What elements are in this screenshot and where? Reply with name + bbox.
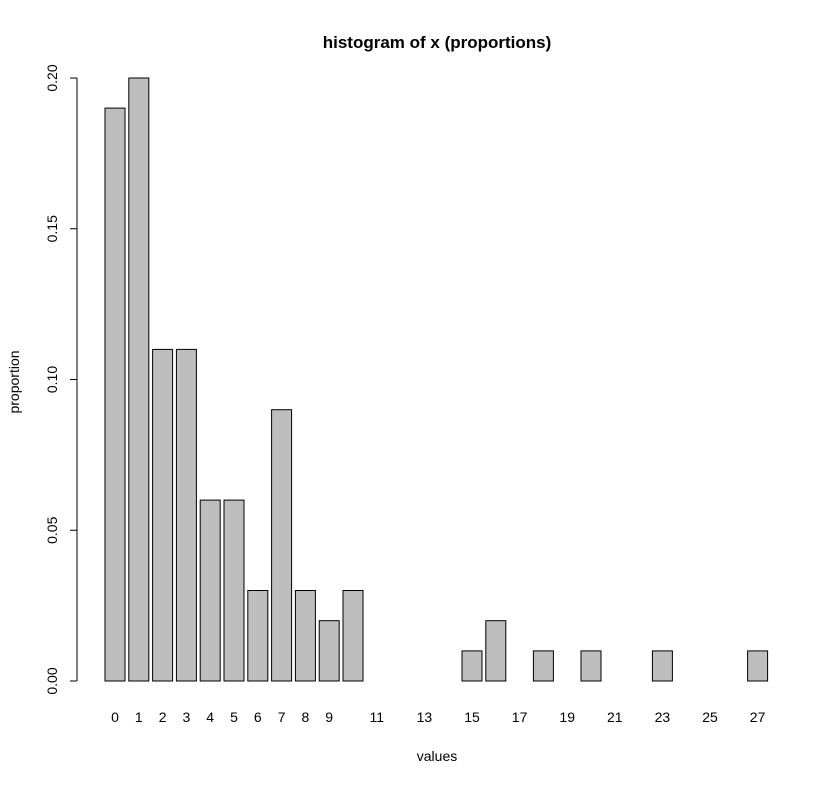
bars-group [104, 77, 769, 682]
bar-5 [223, 499, 245, 682]
bar-9 [318, 620, 340, 682]
bar-15 [461, 650, 483, 682]
bar-7 [271, 409, 293, 682]
bar-16 [485, 620, 507, 682]
bar-6 [247, 590, 269, 682]
x-tick-label: 15 [464, 709, 480, 725]
chart-title: histogram of x (proportions) [323, 33, 552, 52]
x-tick-label: 13 [417, 709, 433, 725]
x-tick-label: 19 [559, 709, 575, 725]
x-tick-label: 8 [302, 709, 310, 725]
x-tick-label: 1 [135, 709, 143, 725]
bar-27 [747, 650, 769, 682]
y-tick-label: 0.10 [44, 366, 60, 393]
x-tick-label: 3 [183, 709, 191, 725]
x-tick-label: 7 [278, 709, 286, 725]
x-tick-label: 0 [111, 709, 119, 725]
bar-20 [580, 650, 602, 682]
bar-18 [532, 650, 554, 682]
bar-10 [342, 590, 364, 682]
bar-3 [175, 348, 197, 682]
x-tick-label: 17 [512, 709, 528, 725]
bar-23 [651, 650, 673, 682]
x-tick-labels: 0 1 2 3 4 5 6 7 8 9 11 13 15 17 19 21 23 25 27 [111, 709, 765, 725]
x-tick-label: 25 [702, 709, 718, 725]
bar-2 [152, 348, 174, 682]
y-tick-label: 0.15 [44, 215, 60, 242]
x-tick-label: 21 [607, 709, 623, 725]
y-axis: 0.00 0.05 0.10 0.15 0.20 [44, 64, 78, 695]
x-tick-label: 9 [325, 709, 333, 725]
y-tick-label: 0.20 [44, 64, 60, 91]
y-axis-label: proportion [6, 350, 22, 413]
x-tick-label: 2 [159, 709, 167, 725]
y-tick-label: 0.05 [44, 516, 60, 543]
bar-0 [104, 107, 126, 682]
bar-4 [199, 499, 221, 682]
x-tick-label: 6 [254, 709, 262, 725]
y-tick-label: 0.00 [44, 667, 60, 694]
x-tick-label: 5 [230, 709, 238, 725]
x-tick-label: 27 [750, 709, 766, 725]
x-axis-label: values [417, 748, 457, 764]
x-tick-label: 4 [206, 709, 214, 725]
bar-8 [294, 590, 316, 682]
x-tick-label: 23 [655, 709, 671, 725]
bar-1 [128, 77, 150, 682]
x-tick-label: 11 [370, 709, 385, 725]
